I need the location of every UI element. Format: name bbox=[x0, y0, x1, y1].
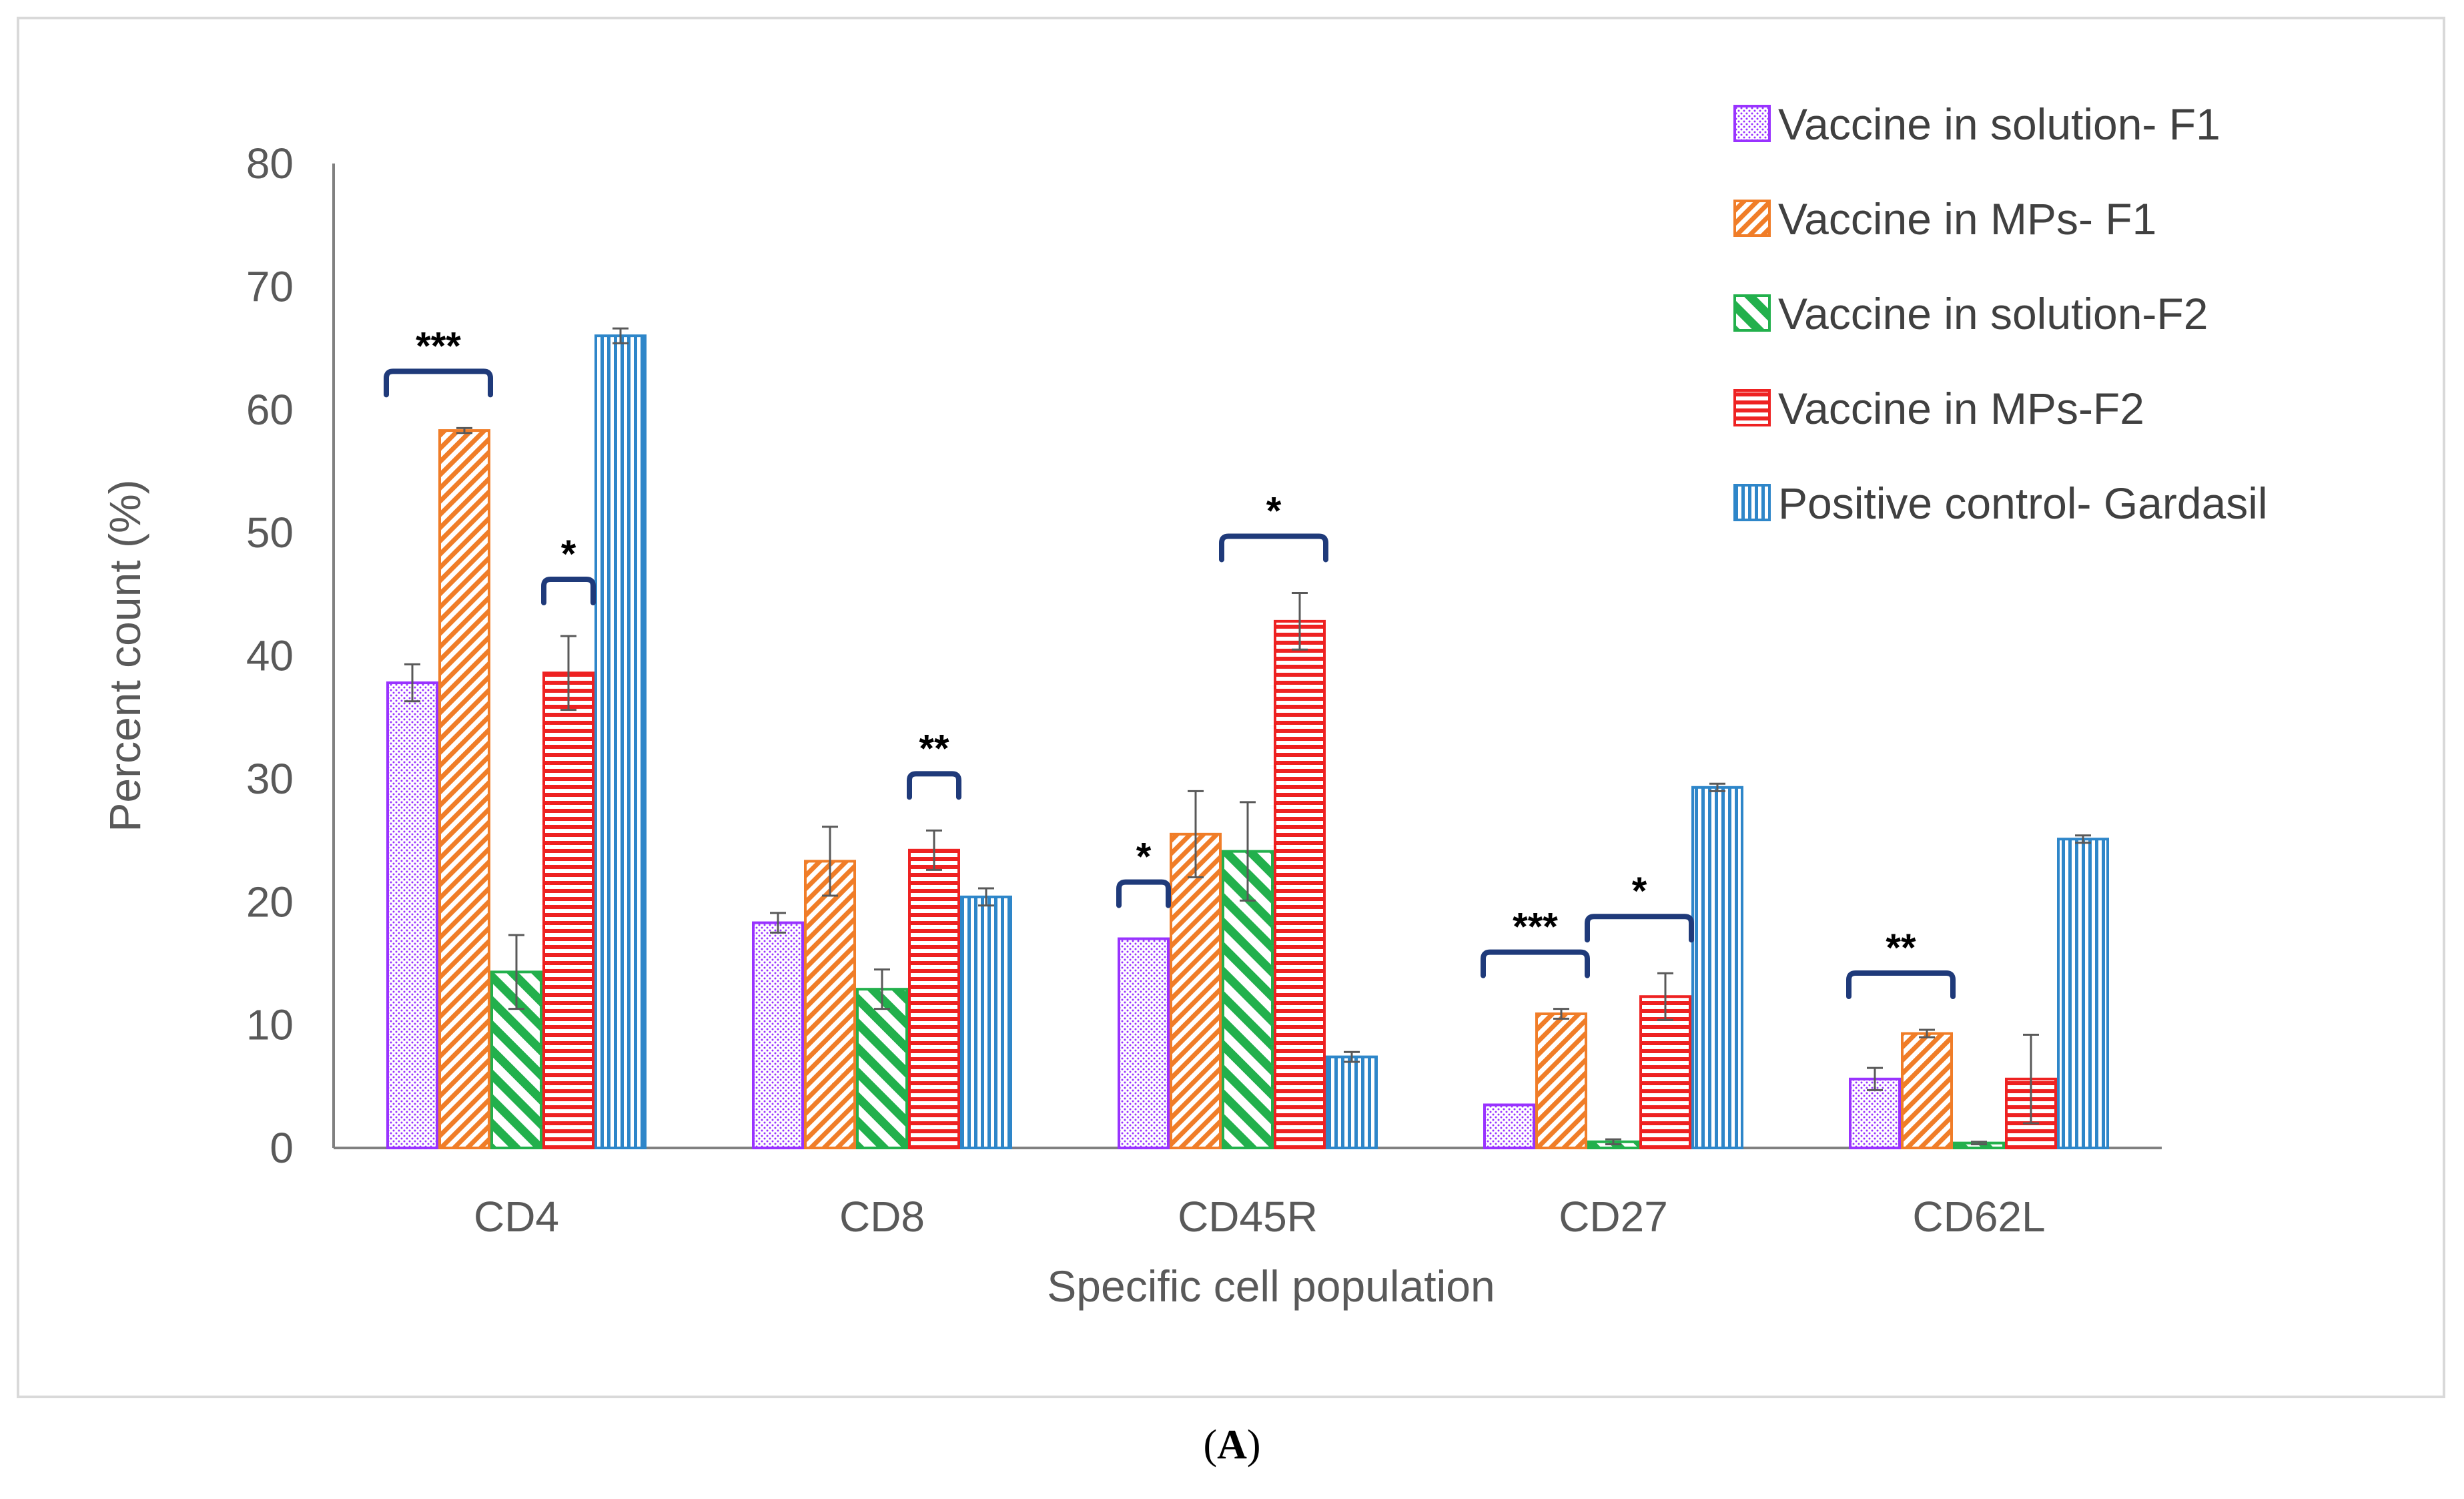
legend-swatch bbox=[1733, 294, 1771, 332]
significance-label: *** bbox=[416, 324, 461, 368]
bar bbox=[542, 671, 594, 1149]
caption-open: ( bbox=[1203, 1422, 1218, 1468]
significance-label: ** bbox=[919, 727, 949, 770]
significance-bracket bbox=[1585, 914, 1694, 943]
legend-label: Vaccine in solution-F2 bbox=[1778, 289, 2208, 338]
bar bbox=[960, 895, 1012, 1149]
legend: Vaccine in solution- F1 Vaccine in MPs- F… bbox=[1733, 99, 2268, 528]
y-tick-label: 30 bbox=[246, 755, 294, 803]
bar bbox=[2057, 838, 2109, 1149]
bar bbox=[594, 334, 647, 1149]
legend-label: Vaccine in MPs- F1 bbox=[1778, 194, 2156, 244]
significance-label: * bbox=[561, 533, 576, 576]
significance-label: * bbox=[1266, 489, 1282, 533]
bar bbox=[752, 921, 804, 1149]
bar bbox=[438, 429, 490, 1149]
significance-brackets: ************** bbox=[384, 324, 1956, 999]
x-tick-label: CD4 bbox=[474, 1193, 559, 1241]
significance-bracket bbox=[541, 577, 596, 605]
significance-label: ** bbox=[1886, 926, 1916, 970]
bar bbox=[1901, 1032, 1953, 1149]
x-tick-label: CD8 bbox=[839, 1193, 925, 1241]
y-tick-label: 80 bbox=[246, 139, 294, 188]
legend-swatch bbox=[1733, 200, 1771, 237]
y-tick-label: 70 bbox=[246, 262, 294, 310]
significance-bracket bbox=[1116, 879, 1171, 908]
bar bbox=[1483, 1103, 1535, 1149]
legend-label: Positive control- Gardasil bbox=[1778, 479, 2268, 528]
error-bars bbox=[404, 327, 2091, 1145]
significance-bracket bbox=[1846, 970, 1956, 999]
y-tick-label: 10 bbox=[246, 1001, 294, 1049]
y-tick-label: 50 bbox=[246, 509, 294, 557]
significance-bracket bbox=[1481, 949, 1590, 978]
x-axis-label: Specific cell population bbox=[1047, 1261, 1495, 1311]
x-tick-label: CD45R bbox=[1178, 1193, 1318, 1241]
significance-bracket bbox=[1219, 533, 1328, 563]
bar bbox=[1535, 1012, 1587, 1149]
figure-caption: (A) bbox=[0, 1422, 2464, 1469]
y-tick-label: 20 bbox=[246, 878, 294, 926]
significance-label: *** bbox=[1513, 906, 1558, 949]
y-axis-label: Percent count (%) bbox=[100, 479, 149, 832]
legend-swatch bbox=[1733, 484, 1771, 521]
bar bbox=[804, 860, 856, 1149]
significance-bracket bbox=[384, 368, 493, 398]
y-tick-label: 60 bbox=[246, 386, 294, 434]
caption-close: ) bbox=[1246, 1422, 1261, 1468]
bar bbox=[1274, 619, 1326, 1149]
bars bbox=[386, 334, 2109, 1149]
bar bbox=[1326, 1055, 1378, 1149]
x-tick-label: CD27 bbox=[1559, 1193, 1668, 1241]
bar bbox=[1118, 937, 1170, 1149]
bar bbox=[1691, 786, 1743, 1149]
caption-letter: A bbox=[1217, 1422, 1247, 1468]
significance-label: * bbox=[1632, 870, 1647, 913]
significance-bracket bbox=[907, 771, 961, 800]
y-tick-label: 0 bbox=[270, 1124, 294, 1172]
x-axis-ticks: CD4 CD8 CD45R CD27 CD62L bbox=[474, 1193, 2046, 1241]
bar bbox=[856, 988, 908, 1149]
legend-swatch bbox=[1733, 389, 1771, 426]
bar bbox=[908, 848, 960, 1149]
legend-label: Vaccine in solution- F1 bbox=[1778, 99, 2220, 149]
bar bbox=[1170, 832, 1222, 1149]
legend-swatch bbox=[1733, 105, 1771, 142]
bar bbox=[386, 681, 438, 1149]
x-tick-label: CD62L bbox=[1912, 1193, 2045, 1241]
legend-label: Vaccine in MPs-F2 bbox=[1778, 384, 2144, 433]
y-axis-ticks: 0 10 20 30 40 50 60 70 80 bbox=[246, 139, 294, 1172]
axes: 0 10 20 30 40 50 60 70 80 CD4 CD8 CD45R CD27 CD62L P… bbox=[100, 139, 2162, 1311]
y-tick-label: 40 bbox=[246, 632, 294, 680]
significance-label: * bbox=[1136, 836, 1152, 879]
